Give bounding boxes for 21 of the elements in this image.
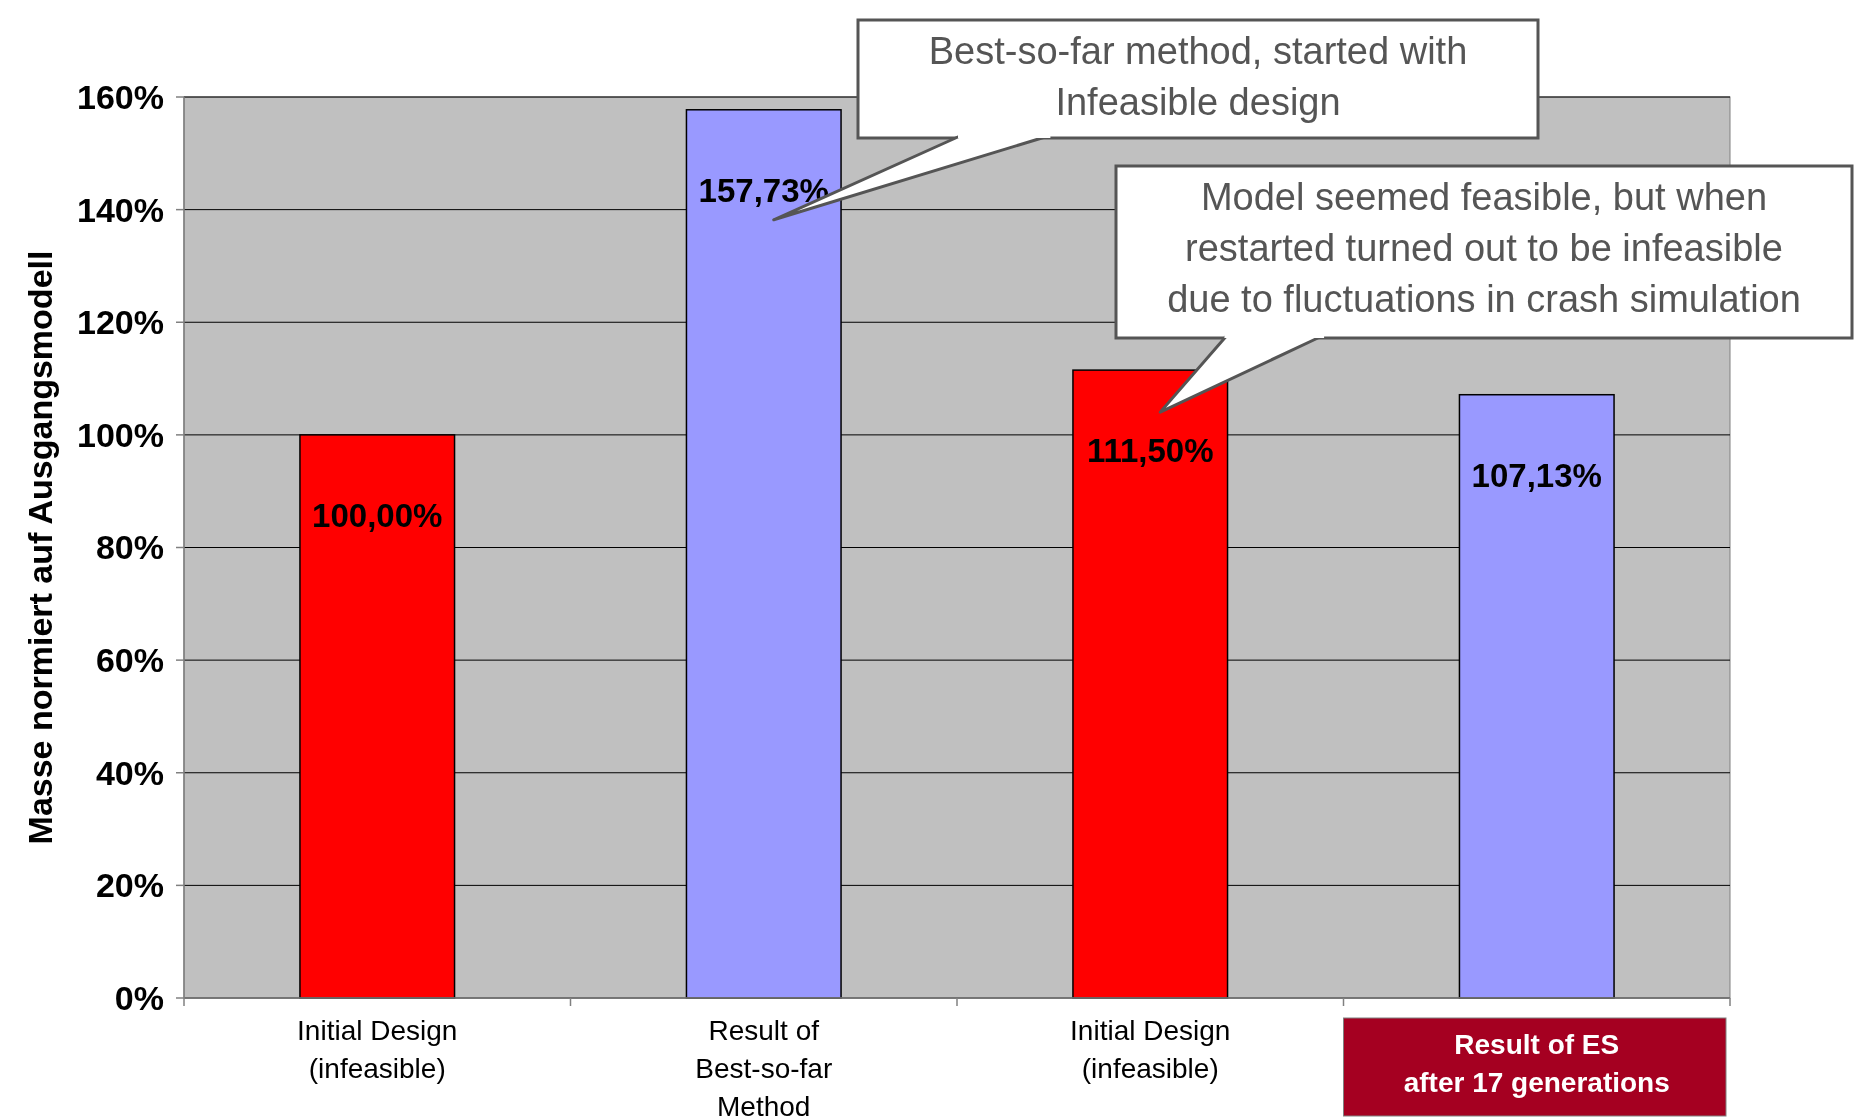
annotation: Model seemed feasible, but when restarted turned out to be infeasible due to fluctuations in crash simulation xyxy=(1167,176,1801,320)
x-tick-label: Result of Best-so-far Method xyxy=(695,1015,833,1120)
x-tick-label: Result of ES after 17 generations xyxy=(1403,1029,1670,1098)
data-label: 111,50% xyxy=(1086,432,1214,470)
y-tick-label: 60% xyxy=(95,641,164,680)
data-label: 107,13% xyxy=(1471,456,1602,494)
y-tick-label: 140% xyxy=(77,190,164,229)
x-tick-label: Initial Design (infeasible) xyxy=(1070,1015,1231,1084)
y-tick-label: 40% xyxy=(95,753,164,792)
x-tick-label: Initial Design (infeasible) xyxy=(297,1015,458,1084)
data-label: 100,00% xyxy=(312,496,443,534)
y-tick-label: 160% xyxy=(77,77,164,116)
speech-callout: Model seemed feasible, but when restarted turned out to be infeasible due to fluctuations in crash simulation xyxy=(1114,164,1854,414)
annotation: Best-so-far method, started with Infeasible design xyxy=(928,30,1468,123)
y-tick-label: 0% xyxy=(114,978,164,1017)
data-label: 157,73% xyxy=(698,171,829,209)
y-tick-label: 120% xyxy=(77,303,164,342)
y-tick-label: 80% xyxy=(95,528,164,567)
y-tick-label: 20% xyxy=(95,866,164,905)
y-tick-label: 100% xyxy=(77,415,164,454)
y-axis-title: Masse normiert auf Ausgangsmodell xyxy=(21,250,59,845)
